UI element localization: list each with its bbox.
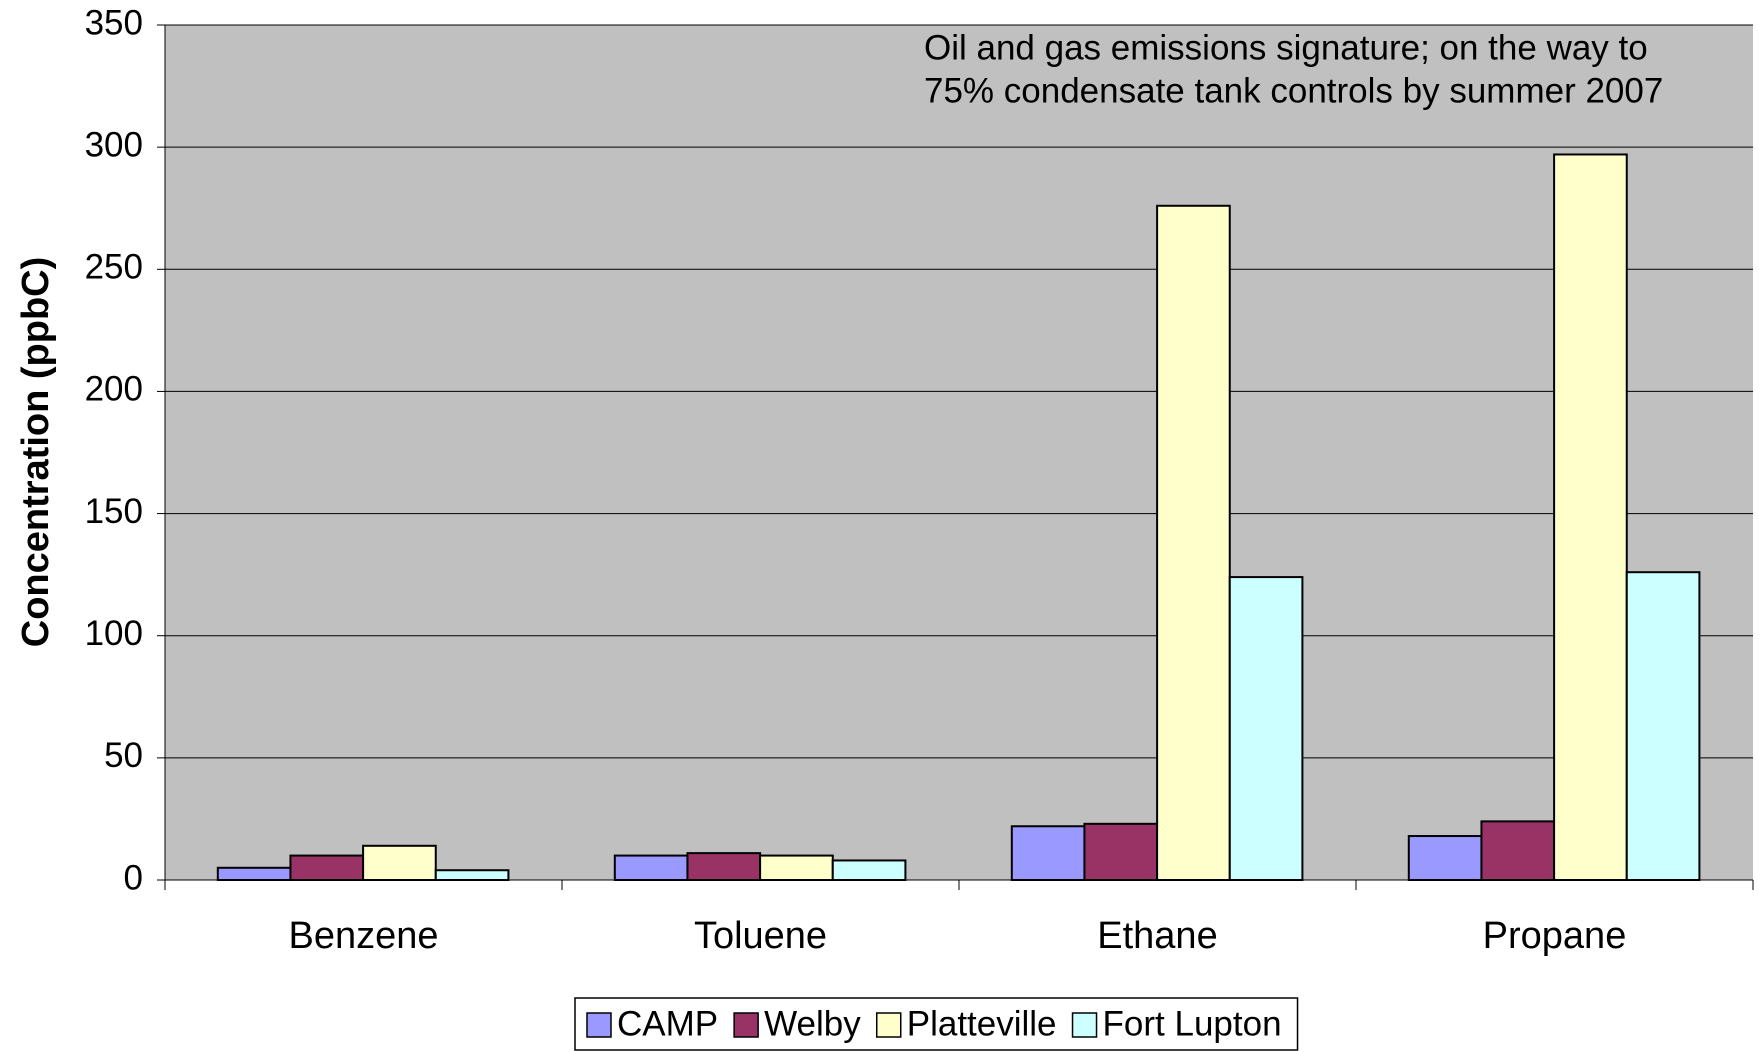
legend-label: Fort Lupton	[1103, 1004, 1282, 1043]
bar	[1407, 835, 1483, 881]
y-tick-label: 350	[85, 3, 143, 42]
y-axis-label: Concentration (ppbC)	[15, 257, 57, 648]
legend-swatch	[586, 1012, 612, 1038]
y-tick-label: 200	[85, 370, 143, 409]
y-tick-label: 100	[85, 614, 143, 653]
bar	[613, 854, 689, 881]
annotation: 75% condensate tank controls by summer 2…	[924, 71, 1663, 110]
bar	[434, 869, 510, 882]
x-tick-label: Toluene	[694, 915, 827, 957]
bar	[1083, 822, 1159, 881]
plot-area	[165, 25, 1753, 880]
bar	[1228, 576, 1304, 881]
legend-swatch	[1071, 1012, 1098, 1038]
legend-swatch	[733, 1012, 759, 1038]
legend-box	[574, 997, 1299, 1051]
bar	[1625, 571, 1701, 881]
bar	[831, 859, 907, 882]
y-tick-label: 250	[85, 248, 143, 287]
y-tick-label: 50	[104, 736, 143, 775]
bar	[1553, 153, 1628, 881]
x-tick-label: Ethane	[1097, 915, 1217, 957]
legend-label: Platteville	[907, 1004, 1057, 1043]
legend: CAMP Welby Platteville Fort Lupton	[574, 997, 1299, 1051]
bar	[216, 866, 292, 881]
y-tick-label: 300	[85, 125, 143, 164]
bar	[362, 844, 437, 881]
legend-label: Welby	[764, 1004, 861, 1043]
y-tick-label: 150	[85, 492, 143, 531]
bar	[1156, 204, 1231, 881]
bar	[759, 854, 834, 881]
y-tick-label: 0	[124, 858, 143, 897]
legend-label: CAMP	[617, 1004, 718, 1043]
legend-swatch	[875, 1012, 902, 1038]
bar	[686, 852, 762, 882]
x-tick-label: Propane	[1483, 915, 1627, 957]
x-tick-label: Benzene	[288, 915, 438, 957]
bar	[289, 854, 365, 881]
annotation: Oil and gas emissions signature; on the …	[924, 28, 1648, 67]
bar	[1010, 825, 1086, 881]
bar	[1480, 820, 1556, 881]
